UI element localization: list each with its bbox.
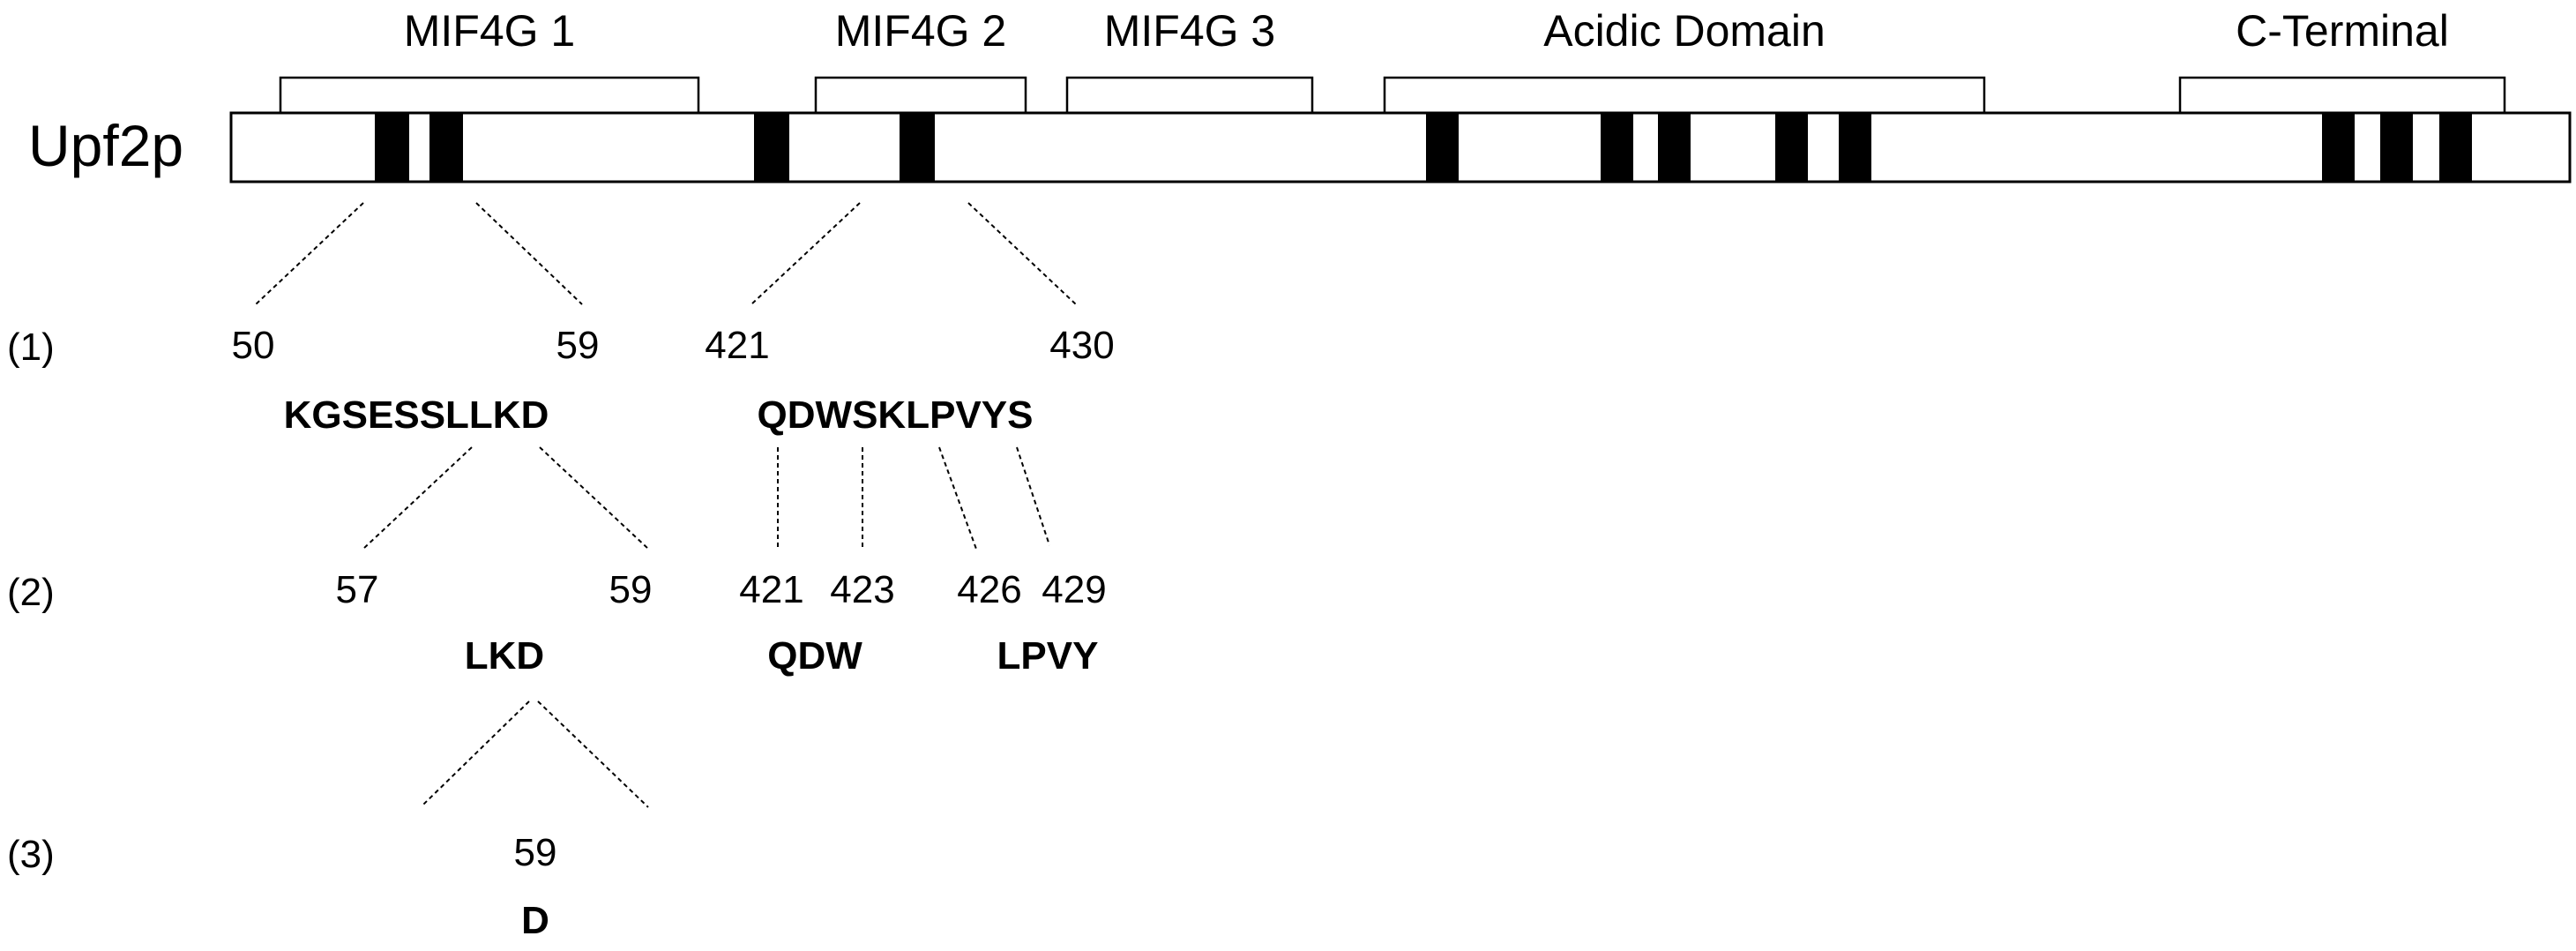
motif-blocks	[375, 113, 2472, 182]
bracket-c-terminal	[2178, 76, 2506, 113]
connector-lines	[255, 202, 1077, 808]
motif-block	[375, 113, 409, 182]
domain-label-mif4g-2: MIF4G 2	[834, 6, 1007, 56]
residue-number: 421	[739, 568, 804, 611]
bracket-mif4g-1	[279, 76, 700, 113]
connector-line	[750, 202, 861, 305]
connector-line	[967, 202, 1077, 305]
bracket-acidic-domain	[1383, 76, 1986, 113]
connector-line	[255, 202, 364, 305]
domain-label-acidic: Acidic Domain	[1543, 6, 1826, 56]
sequence-label: LKD	[464, 634, 545, 678]
sequence-label: KGSESSLLKD	[283, 393, 549, 437]
protein-bar	[229, 111, 2572, 183]
row-label-3: (3)	[7, 833, 55, 876]
row-label-1: (1)	[7, 326, 55, 369]
domain-brackets	[279, 76, 2506, 113]
residue-number: 429	[1042, 568, 1107, 611]
connector-line	[539, 446, 649, 550]
connector-line	[938, 446, 978, 552]
residue-number: 59	[513, 831, 557, 874]
residue-number: 57	[335, 568, 379, 611]
motif-block	[900, 113, 935, 182]
connector-line	[422, 700, 530, 805]
motif-block	[1601, 113, 1633, 182]
residue-number: 59	[609, 568, 653, 611]
residue-number: 423	[830, 568, 895, 611]
sequence-label: QDW	[767, 634, 862, 678]
sequence-label: LPVY	[997, 634, 1099, 678]
residue-number: 430	[1049, 324, 1115, 367]
domain-label-c-terminal: C-Terminal	[2236, 6, 2449, 56]
motif-block	[2439, 113, 2472, 182]
bracket-mif4g-2	[814, 76, 1027, 113]
row-label-2: (2)	[7, 571, 55, 614]
residue-number: 59	[556, 324, 600, 367]
motif-block	[2380, 113, 2413, 182]
sequence-label: QDWSKLPVYS	[757, 393, 1034, 437]
motif-block	[754, 113, 789, 182]
motif-block	[1839, 113, 1871, 182]
residue-number: 50	[231, 324, 275, 367]
domain-label-mif4g-3: MIF4G 3	[1103, 6, 1276, 56]
connector-line	[362, 446, 473, 550]
residue-number: 426	[957, 568, 1022, 611]
motif-block	[1426, 113, 1459, 182]
motif-block	[1775, 113, 1808, 182]
sequence-label: D	[521, 899, 549, 942]
residue-number: 421	[705, 324, 770, 367]
connector-line	[537, 700, 649, 808]
connector-line	[475, 202, 583, 305]
bracket-mif4g-3	[1065, 76, 1314, 113]
motif-block	[2322, 113, 2355, 182]
connector-line	[1016, 446, 1050, 546]
domain-label-mif4g-1: MIF4G 1	[403, 6, 576, 56]
motif-block	[429, 113, 463, 182]
protein-name: Upf2p	[28, 113, 184, 178]
motif-block	[1658, 113, 1691, 182]
